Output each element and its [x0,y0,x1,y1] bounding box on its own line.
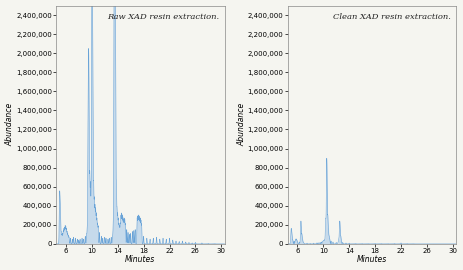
X-axis label: Minutes: Minutes [125,255,156,264]
Text: Raw XAD resin extraction.: Raw XAD resin extraction. [107,13,219,21]
X-axis label: Minutes: Minutes [357,255,387,264]
Text: Clean XAD resin extraction.: Clean XAD resin extraction. [333,13,451,21]
Y-axis label: Abundance: Abundance [237,103,246,146]
Y-axis label: Abundance: Abundance [6,103,14,146]
